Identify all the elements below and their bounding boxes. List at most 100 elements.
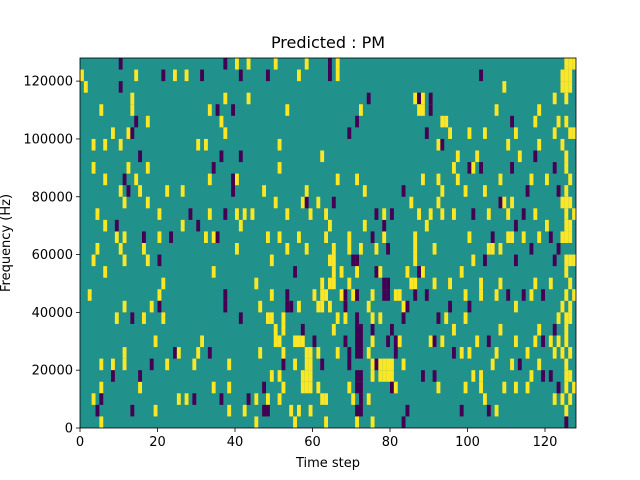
heatmap-cell (471, 208, 476, 220)
heatmap-cell (355, 335, 359, 348)
heatmap-cell (300, 323, 305, 336)
heatmap-cell (564, 335, 569, 348)
heatmap-cell (568, 254, 573, 267)
heatmap-cell (114, 312, 119, 324)
heatmap-cell (359, 335, 363, 348)
heatmap-cell (114, 219, 119, 232)
heatmap-cell (103, 266, 108, 278)
heatmap-cell (552, 92, 557, 105)
heatmap-cell (277, 393, 282, 405)
heatmap-cell (386, 243, 390, 255)
heatmap-cell (308, 358, 313, 371)
x-tick-label: 60 (304, 435, 321, 450)
heatmap-cell (157, 231, 162, 243)
heatmap-cell (211, 162, 216, 174)
heatmap-cell (370, 370, 375, 382)
heatmap-cell (134, 173, 139, 186)
heatmap-cell (428, 335, 433, 348)
heatmap-cell (436, 173, 441, 186)
heatmap-cell (421, 173, 425, 186)
heatmap-cell (130, 127, 135, 139)
heatmap-cell (467, 300, 472, 313)
heatmap-cell (393, 335, 398, 348)
heatmap-cell (479, 277, 483, 290)
heatmap-cell (223, 127, 228, 139)
heatmap-cell (219, 115, 224, 128)
heatmap-cell (479, 69, 483, 82)
heatmap-cell (277, 138, 282, 151)
heatmap-cell (378, 312, 383, 324)
heatmap-cell (130, 404, 135, 417)
heatmap-cell (568, 370, 573, 382)
x-tick-label: 120 (533, 435, 558, 450)
heatmap-cell (359, 393, 363, 405)
heatmap-cell (238, 150, 243, 163)
heatmap-cell (149, 300, 154, 313)
heatmap-cell (440, 335, 445, 348)
heatmap-cell (564, 58, 569, 70)
heatmap-cell (564, 196, 569, 209)
heatmap-cell (572, 381, 576, 394)
heatmap-cell (99, 416, 104, 428)
heatmap-cell (521, 231, 526, 243)
heatmap-cell (370, 358, 375, 371)
heatmap-cell (386, 289, 390, 301)
heatmap-cell (393, 347, 398, 359)
heatmap-cell (510, 196, 514, 209)
heatmap-cell (196, 347, 201, 359)
heatmap-cell (521, 289, 526, 301)
heatmap-cell (533, 335, 538, 348)
heatmap-cell (320, 150, 325, 163)
heatmap-cell (347, 358, 352, 371)
heatmap-cell (331, 254, 336, 267)
heatmap-cell (297, 231, 301, 243)
heatmap-cell (537, 231, 542, 243)
heatmap-cell (331, 266, 336, 278)
y-tick-label: 120000 (23, 75, 73, 90)
heatmap-cell (320, 393, 325, 405)
heatmap-cell (560, 69, 565, 82)
heatmap-cell (548, 231, 553, 243)
heatmap-cell (366, 393, 371, 405)
heatmap-cell (533, 208, 538, 220)
heatmap-cell (502, 81, 507, 93)
heatmap-cell (335, 173, 340, 186)
heatmap-cell (552, 347, 557, 359)
heatmap-cell (537, 104, 542, 116)
heatmap-cell (231, 185, 235, 197)
heatmap-cell (308, 370, 313, 382)
heatmap-cell (390, 323, 394, 336)
y-tick-label: 40000 (32, 306, 73, 321)
heatmap-cell (351, 393, 356, 405)
heatmap-cell (564, 115, 569, 128)
heatmap-cell (572, 289, 576, 301)
heatmap-cell (83, 81, 88, 93)
heatmap-cell (269, 289, 274, 301)
heatmap-cell (281, 312, 286, 324)
heatmap-cell (87, 289, 92, 301)
heatmap-cell (308, 404, 313, 417)
heatmap-cell (269, 370, 274, 382)
heatmap-cell (568, 173, 573, 186)
heatmap-cell (568, 300, 573, 313)
heatmap-cell (572, 254, 576, 267)
heatmap-cell (533, 277, 538, 290)
y-axis-title: Frequency (Hz) (0, 194, 14, 292)
heatmap-cell (560, 393, 565, 405)
heatmap-cell (409, 277, 414, 290)
heatmap-cell (537, 358, 542, 371)
heatmap-cell (355, 381, 359, 394)
heatmap-cell (401, 185, 406, 197)
heatmap-cell (521, 208, 526, 220)
heatmap-cell (452, 347, 456, 359)
heatmap-cell (417, 92, 421, 105)
x-tick-label: 0 (76, 435, 84, 450)
heatmap-cell (459, 347, 464, 359)
heatmap-cell (235, 243, 239, 255)
heatmap-cell (362, 219, 367, 232)
heatmap-cell (300, 370, 305, 382)
heatmap-cell (300, 381, 305, 394)
heatmap-cell (355, 323, 359, 336)
heatmap-cell (514, 219, 518, 232)
heatmap-cell (359, 104, 363, 116)
